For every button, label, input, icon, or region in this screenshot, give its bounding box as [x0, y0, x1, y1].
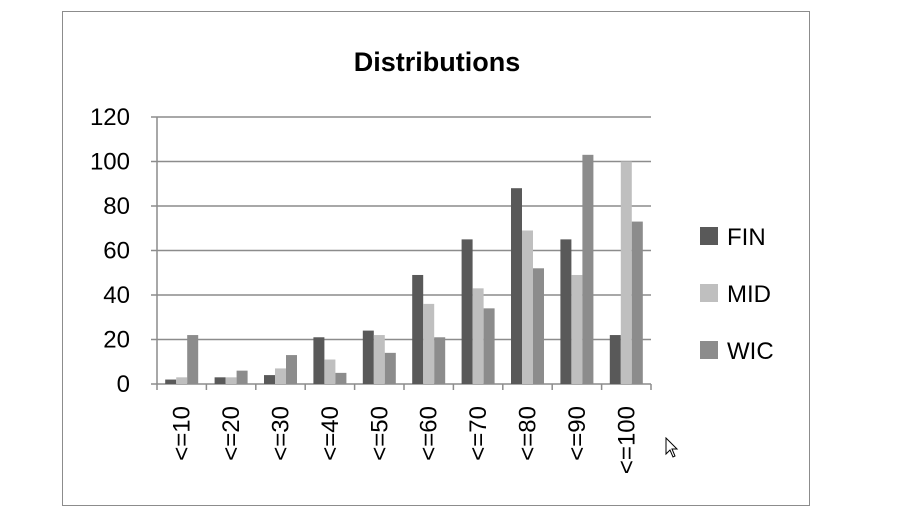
bar-wic: [533, 268, 544, 384]
x-tick-label: <=60: [416, 406, 443, 461]
bar-fin: [609, 335, 621, 384]
bar-fin: [165, 379, 177, 384]
bar-mid: [571, 274, 583, 384]
y-tick-label: 100: [90, 149, 130, 176]
chart-frame: [62, 11, 810, 506]
x-tick-label: <=30: [268, 406, 295, 461]
bar-fin: [511, 188, 522, 384]
bar-wic: [236, 370, 248, 384]
x-tick-label: <=20: [218, 406, 245, 461]
legend-label-fin: FIN: [727, 224, 766, 251]
bar-fin: [560, 239, 572, 384]
x-tick-label: <=50: [366, 406, 393, 461]
bar-wic: [631, 221, 643, 384]
y-tick-label: 0: [117, 371, 130, 398]
chart-title: Distributions: [354, 47, 521, 77]
bar-wic: [384, 352, 396, 384]
legend-label-wic: WIC: [727, 338, 774, 365]
bar-wic: [286, 355, 297, 384]
legend: FIN MID WIC: [700, 224, 774, 365]
bar-mid: [423, 303, 435, 384]
x-tick-label: <=70: [465, 406, 492, 461]
x-axis-ticks: <=10 <=20 <=30 <=40 <=50 <=60 <=70 <=80 <=90 <=10…: [169, 406, 641, 474]
bar-mid: [472, 288, 484, 384]
bar-fin: [461, 239, 473, 384]
bar-wic: [434, 337, 446, 384]
bar-wic: [483, 308, 495, 384]
y-tick-label: 80: [103, 193, 130, 220]
y-tick-label: 20: [103, 327, 130, 354]
bar-mid: [225, 377, 237, 384]
bar-fin: [214, 377, 226, 384]
bar-wic: [187, 335, 199, 384]
bar-fin: [412, 274, 424, 384]
y-tick-label: 60: [103, 238, 130, 265]
legend-swatch-mid: [700, 284, 718, 302]
x-tick-label: <=90: [564, 406, 591, 461]
x-tick-label: <=100: [613, 406, 640, 474]
x-tick-label: <=10: [169, 406, 196, 461]
bars: [165, 154, 643, 384]
bar-mid: [522, 230, 533, 384]
bar-mid: [176, 377, 188, 384]
legend-swatch-fin: [700, 227, 718, 245]
bar-fin: [362, 330, 374, 384]
y-axis-ticks: 0 20 40 60 80 100 120: [90, 104, 130, 398]
legend-swatch-wic: [700, 341, 718, 359]
bar-fin: [313, 337, 325, 384]
bar-mid: [275, 368, 286, 384]
bar-wic: [335, 372, 347, 384]
y-tick-label: 40: [103, 282, 130, 309]
bar-wic: [582, 154, 594, 384]
mouse-pointer-icon: [665, 437, 679, 458]
x-tick-label: <=40: [317, 406, 344, 461]
bar-mid: [324, 359, 336, 384]
legend-label-mid: MID: [727, 281, 771, 308]
x-tick-label: <=80: [515, 406, 542, 461]
bar-mid: [620, 161, 632, 384]
bar-fin: [264, 375, 275, 384]
bar-mid: [373, 335, 385, 384]
y-tick-label: 120: [90, 104, 130, 131]
